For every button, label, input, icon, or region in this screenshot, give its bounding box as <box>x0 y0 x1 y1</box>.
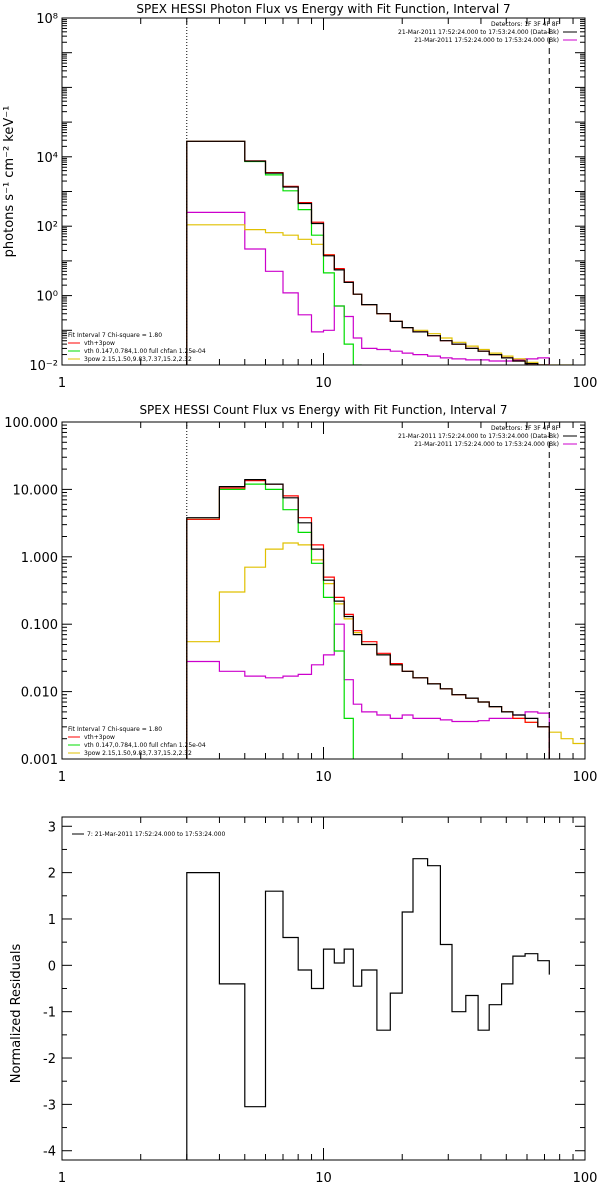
photon-series-group <box>186 140 573 365</box>
legend-bk-entry: 21-Mar-2011 17:52:24.000 to 17:53:24.000… <box>414 441 559 448</box>
legend-fit-interval: Fit Interval 7 Chi-square = 1.80 <box>68 332 162 339</box>
legend-bk-entry: 21-Mar-2011 17:52:24.000 to 17:53:24.000… <box>414 37 559 44</box>
y-tick-label: 1.000 <box>21 551 58 566</box>
y-tick-label: 0 <box>48 959 56 974</box>
x-tick-label: 10 <box>315 376 332 391</box>
legend-detectors: Detectors: 1F 3F 4F 8F <box>491 21 560 28</box>
x-tick-label: 100 <box>573 1171 598 1186</box>
legend-fit-entry: vth 0.147,0.784,1.00 full chfan 1.25e-04 <box>84 742 206 749</box>
count-panel: 1 10 100 0.001 0.010 0.100 1.000 10.000 100.000 S… <box>4 403 597 785</box>
x-tick-label: 10 <box>315 1171 332 1186</box>
resid-series-group <box>186 858 550 1160</box>
y-tick-label: 10⁸ <box>36 12 58 27</box>
series-bk <box>186 623 550 759</box>
y-axis-label: Normalized Residuals <box>9 944 24 1084</box>
x-tick-label: 1 <box>58 1171 66 1186</box>
x-tick-label: 100 <box>573 376 598 391</box>
series-data-bk <box>186 479 550 759</box>
legend-fit-entry: vth+3pow <box>84 734 115 741</box>
count-series-group <box>186 479 585 759</box>
legend-entry: 7: 21-Mar-2011 17:52:24.000 to 17:53:24.… <box>87 831 225 838</box>
series-vth <box>186 483 354 759</box>
legend-fit-interval: Fit Interval 7 Chi-square = 1.80 <box>68 726 162 733</box>
x-tick-label: 10 <box>315 770 332 785</box>
legend-fit-entry: 3pow 2.15,1.50,9.83,7.37,15.2,2.32 <box>84 750 192 757</box>
plot-frame <box>61 17 586 366</box>
series-bk <box>186 211 550 365</box>
x-tick-label: 1 <box>58 376 66 391</box>
y-tick-label: 10.000 <box>13 483 59 498</box>
x-tick-label: 1 <box>58 770 66 785</box>
series-3pow <box>186 542 585 759</box>
y-tick-label: -3 <box>43 1098 56 1113</box>
chart-title: SPEX HESSI Photon Flux vs Energy with Fi… <box>136 2 510 16</box>
y-tick-label: -2 <box>43 1052 56 1067</box>
y-tick-label: 10² <box>36 220 58 235</box>
y-tick-label: -4 <box>43 1145 56 1160</box>
series-vth <box>186 140 362 365</box>
y-axis-label: photons s⁻¹ cm⁻² keV⁻¹ <box>2 106 17 258</box>
series-vth-3pow <box>186 140 550 365</box>
y-tick-label: 1 <box>48 913 56 928</box>
legend-data-entry: 21-Mar-2011 17:52:24.000 to 17:53:24.000… <box>398 29 559 36</box>
y-tick-label: 10⁰ <box>36 290 58 305</box>
residuals-series <box>186 858 550 1160</box>
chart-title: SPEX HESSI Count Flux vs Energy with Fit… <box>139 403 507 417</box>
resid-panel: 1 10 100 -4 -3 -2 -1 0 1 2 3 Normalized Residuals 7:… <box>9 816 598 1186</box>
y-tick-label: 10⁴ <box>36 151 58 166</box>
y-tick-label: 0.001 <box>21 753 58 768</box>
y-tick-label: 100.000 <box>4 416 58 431</box>
y-tick-label: 3 <box>48 820 56 835</box>
series-vth-3pow <box>186 480 550 759</box>
y-tick-label: 10⁻² <box>29 359 58 374</box>
photon-panel: 1 10 100 10⁻² 10⁰ 10² 10⁴ 10⁸ SPEX HESSI Photon … <box>2 2 597 391</box>
series-data-bk <box>186 140 550 365</box>
legend-fit-entry: vth+3pow <box>84 340 115 347</box>
y-tick-label: -1 <box>43 1006 56 1021</box>
legend-fit-entry: 3pow 2.15,1.50,9.83,7.37,15.2,2.32 <box>84 356 192 363</box>
x-tick-label: 100 <box>573 770 598 785</box>
legend-fit-entry: vth 0.147,0.784,1.00 full chfan 1.25e-04 <box>84 348 206 355</box>
y-tick-label: 2 <box>48 867 56 882</box>
y-tick-label: 0.010 <box>21 686 58 701</box>
y-tick-label: 0.100 <box>21 618 58 633</box>
legend-data-entry: 21-Mar-2011 17:52:24.000 to 17:53:24.000… <box>398 433 559 440</box>
legend-detectors: Detectors: 1F 3F 4F 8F <box>491 425 560 432</box>
